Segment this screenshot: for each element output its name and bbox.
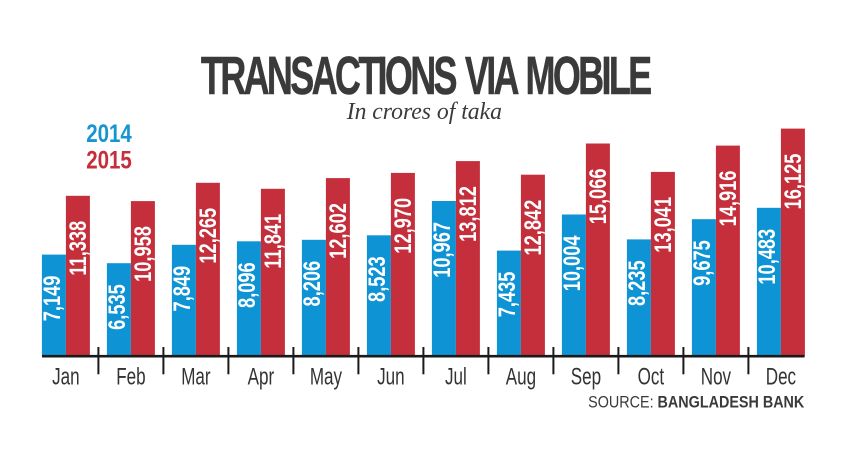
svg-text:10,967: 10,967 bbox=[430, 222, 456, 278]
svg-text:Sep: Sep bbox=[571, 364, 601, 391]
svg-text:2014: 2014 bbox=[86, 119, 132, 147]
svg-text:Mar: Mar bbox=[181, 364, 210, 391]
svg-text:13,041: 13,041 bbox=[651, 197, 677, 253]
svg-text:Feb: Feb bbox=[116, 364, 145, 391]
svg-text:7,849: 7,849 bbox=[170, 266, 196, 312]
svg-text:May: May bbox=[310, 364, 343, 391]
svg-text:11,338: 11,338 bbox=[66, 221, 92, 276]
svg-text:8,235: 8,235 bbox=[625, 260, 651, 306]
svg-text:Jun: Jun bbox=[377, 364, 404, 391]
svg-text:12,970: 12,970 bbox=[391, 198, 417, 254]
svg-text:2015: 2015 bbox=[86, 146, 132, 174]
svg-text:11,841: 11,841 bbox=[261, 214, 287, 269]
svg-text:In crores of taka: In crores of taka bbox=[346, 99, 502, 125]
svg-text:12,602: 12,602 bbox=[326, 203, 352, 259]
svg-text:7,149: 7,149 bbox=[40, 276, 66, 322]
svg-text:Oct: Oct bbox=[638, 364, 665, 391]
svg-text:SOURCE: BANGLADESH BANK: SOURCE: BANGLADESH BANK bbox=[588, 394, 805, 412]
svg-text:14,916: 14,916 bbox=[716, 171, 742, 227]
svg-text:8,096: 8,096 bbox=[235, 262, 261, 308]
svg-text:9,675: 9,675 bbox=[690, 240, 716, 286]
svg-text:12,265: 12,265 bbox=[196, 208, 222, 264]
svg-text:Apr: Apr bbox=[248, 364, 275, 391]
svg-text:Jul: Jul bbox=[445, 364, 467, 391]
svg-text:10,958: 10,958 bbox=[131, 226, 157, 282]
svg-text:8,523: 8,523 bbox=[365, 256, 391, 302]
svg-text:8,206: 8,206 bbox=[300, 261, 326, 307]
svg-text:Dec: Dec bbox=[766, 364, 796, 391]
svg-text:Aug: Aug bbox=[506, 364, 536, 391]
svg-text:15,066: 15,066 bbox=[586, 169, 612, 225]
svg-text:13,812: 13,812 bbox=[456, 186, 482, 242]
svg-text:Nov: Nov bbox=[701, 364, 732, 391]
svg-text:Jan: Jan bbox=[52, 364, 79, 391]
svg-text:TRANSACTIONS VIA MOBILE: TRANSACTIONS VIA MOBILE bbox=[201, 46, 651, 106]
svg-text:7,435: 7,435 bbox=[495, 271, 521, 317]
svg-text:12,842: 12,842 bbox=[521, 200, 547, 256]
svg-text:10,004: 10,004 bbox=[560, 235, 586, 291]
svg-text:16,125: 16,125 bbox=[781, 153, 807, 209]
svg-text:6,535: 6,535 bbox=[105, 284, 131, 330]
svg-text:10,483: 10,483 bbox=[755, 229, 781, 285]
